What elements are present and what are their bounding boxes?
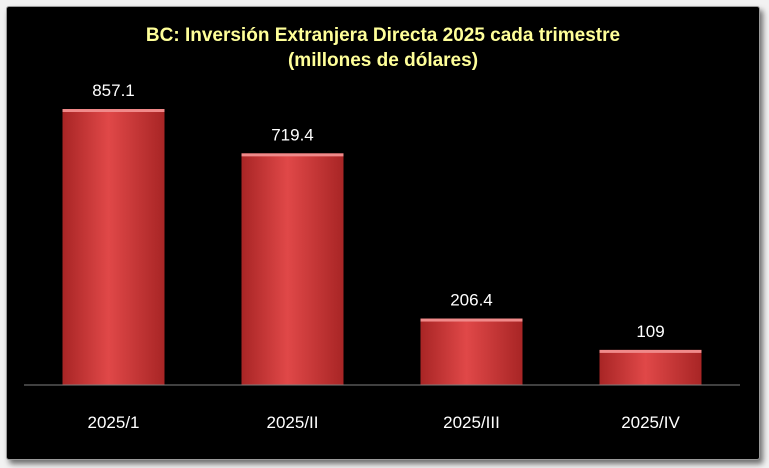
data-label-3: 206.4 xyxy=(450,291,493,310)
bar-top-highlight-1 xyxy=(62,109,165,113)
bar-1 xyxy=(62,109,165,386)
x-tick-labels: 2025/1 2025/II 2025/III 2025/IV xyxy=(88,413,681,432)
data-label-2: 719.4 xyxy=(271,125,314,144)
data-label-1: 857.1 xyxy=(92,81,135,100)
bar-chart: BC: Inversión Extranjera Directa 2025 ca… xyxy=(24,25,740,432)
data-label-4: 109 xyxy=(636,322,664,341)
chart-frame: BC: Inversión Extranjera Directa 2025 ca… xyxy=(6,6,760,460)
bar-top-highlight-3 xyxy=(420,318,523,322)
x-tick-label-4: 2025/IV xyxy=(621,413,680,432)
bar-2 xyxy=(241,153,344,385)
bar-top-highlight-2 xyxy=(241,153,344,157)
chart-subtitle: (millones de dólares) xyxy=(288,50,478,71)
bars-group: 857.1 719.4 206.4 109 xyxy=(62,81,702,386)
chart-title: BC: Inversión Extranjera Directa 2025 ca… xyxy=(146,25,620,46)
x-tick-label-3: 2025/III xyxy=(443,413,500,432)
x-tick-label-1: 2025/1 xyxy=(88,413,140,432)
bar-3 xyxy=(420,318,523,385)
bar-4 xyxy=(599,349,702,385)
bar-top-highlight-4 xyxy=(599,349,702,353)
x-tick-label-2: 2025/II xyxy=(267,413,319,432)
